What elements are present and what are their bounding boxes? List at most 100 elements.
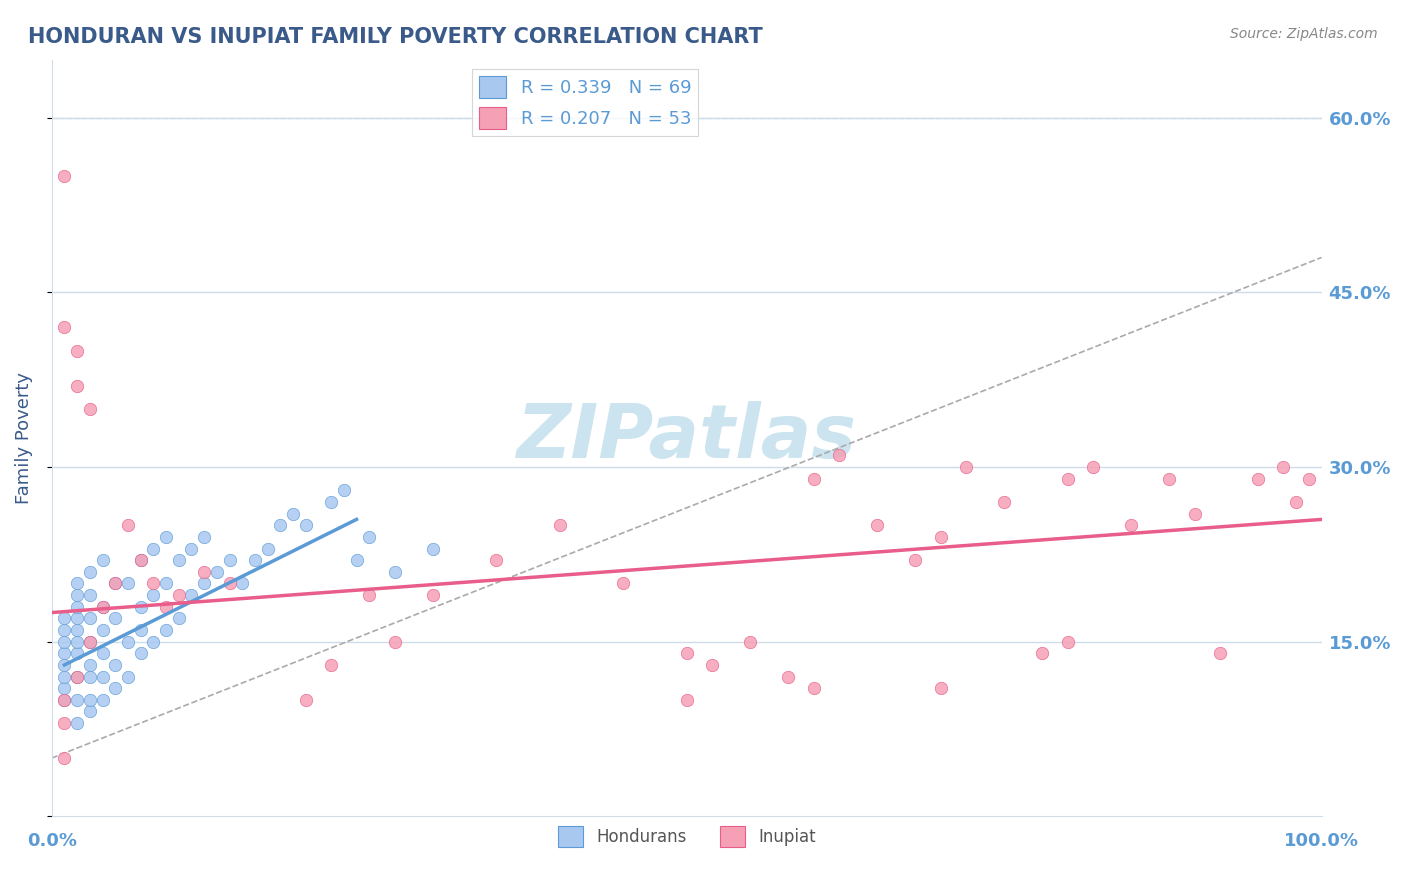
Point — [155, 530, 177, 544]
Point — [243, 553, 266, 567]
Point — [929, 530, 952, 544]
Point — [700, 657, 723, 672]
Point — [79, 669, 101, 683]
Point — [929, 681, 952, 696]
Point — [828, 449, 851, 463]
Point — [384, 565, 406, 579]
Point — [167, 588, 190, 602]
Point — [294, 518, 316, 533]
Point — [1272, 460, 1295, 475]
Point — [778, 669, 800, 683]
Point — [142, 576, 165, 591]
Point — [79, 705, 101, 719]
Point — [180, 541, 202, 556]
Y-axis label: Family Poverty: Family Poverty — [15, 372, 32, 504]
Point — [66, 623, 89, 637]
Point — [53, 693, 76, 707]
Point — [91, 646, 114, 660]
Point — [91, 553, 114, 567]
Point — [1184, 507, 1206, 521]
Point — [1159, 472, 1181, 486]
Point — [129, 553, 152, 567]
Point — [675, 693, 697, 707]
Point — [346, 553, 368, 567]
Point — [79, 565, 101, 579]
Point — [66, 588, 89, 602]
Point — [53, 751, 76, 765]
Point — [129, 646, 152, 660]
Point — [675, 646, 697, 660]
Point — [955, 460, 977, 475]
Point — [167, 553, 190, 567]
Point — [79, 693, 101, 707]
Point — [319, 657, 342, 672]
Point — [548, 518, 571, 533]
Point — [803, 681, 825, 696]
Point — [91, 599, 114, 614]
Point — [1056, 472, 1078, 486]
Point — [79, 634, 101, 648]
Point — [79, 657, 101, 672]
Point — [104, 576, 127, 591]
Text: HONDURAN VS INUPIAT FAMILY POVERTY CORRELATION CHART: HONDURAN VS INUPIAT FAMILY POVERTY CORRE… — [28, 27, 763, 46]
Point — [91, 599, 114, 614]
Point — [993, 495, 1015, 509]
Point — [66, 669, 89, 683]
Point — [129, 553, 152, 567]
Point — [1081, 460, 1104, 475]
Point — [79, 611, 101, 625]
Point — [1247, 472, 1270, 486]
Point — [1209, 646, 1232, 660]
Point — [269, 518, 291, 533]
Point — [66, 716, 89, 731]
Point — [803, 472, 825, 486]
Point — [612, 576, 634, 591]
Point — [66, 576, 89, 591]
Point — [53, 169, 76, 183]
Point — [53, 716, 76, 731]
Point — [91, 623, 114, 637]
Point — [66, 669, 89, 683]
Point — [53, 611, 76, 625]
Point — [205, 565, 228, 579]
Point — [79, 634, 101, 648]
Point — [104, 657, 127, 672]
Point — [53, 623, 76, 637]
Point — [167, 611, 190, 625]
Point — [359, 588, 381, 602]
Point — [193, 576, 215, 591]
Point — [422, 588, 444, 602]
Point — [104, 611, 127, 625]
Point — [53, 681, 76, 696]
Point — [155, 599, 177, 614]
Point — [193, 565, 215, 579]
Point — [319, 495, 342, 509]
Point — [66, 611, 89, 625]
Point — [422, 541, 444, 556]
Point — [66, 693, 89, 707]
Legend: Hondurans, Inupiat: Hondurans, Inupiat — [551, 820, 823, 854]
Point — [740, 634, 762, 648]
Point — [79, 401, 101, 416]
Point — [1285, 495, 1308, 509]
Point — [142, 634, 165, 648]
Point — [1119, 518, 1142, 533]
Point — [333, 483, 356, 498]
Point — [142, 541, 165, 556]
Point — [117, 634, 139, 648]
Point — [53, 634, 76, 648]
Point — [79, 588, 101, 602]
Text: Source: ZipAtlas.com: Source: ZipAtlas.com — [1230, 27, 1378, 41]
Point — [1298, 472, 1320, 486]
Point — [359, 530, 381, 544]
Point — [129, 623, 152, 637]
Point — [256, 541, 278, 556]
Point — [904, 553, 927, 567]
Point — [66, 378, 89, 392]
Point — [66, 599, 89, 614]
Point — [117, 669, 139, 683]
Point — [294, 693, 316, 707]
Point — [218, 576, 240, 591]
Point — [155, 576, 177, 591]
Point — [281, 507, 304, 521]
